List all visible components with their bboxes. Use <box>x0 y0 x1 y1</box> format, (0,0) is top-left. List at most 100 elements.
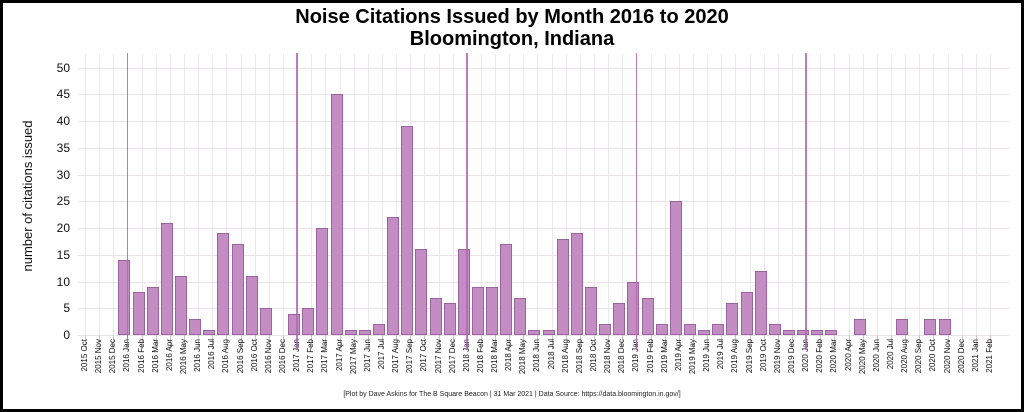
gridline-v <box>975 54 977 335</box>
gridline-v <box>254 54 256 335</box>
bar <box>302 308 315 335</box>
gridline-v <box>693 54 695 335</box>
x-tick-label: 2016 Feb <box>136 339 146 373</box>
x-tick-label: 2018 Sep <box>574 339 584 374</box>
gridline-h <box>78 281 1009 283</box>
x-axis-tick <box>183 335 185 349</box>
bar <box>740 292 753 335</box>
bar <box>528 329 541 335</box>
bar <box>146 286 159 335</box>
x-tick-label: 2020 Aug <box>900 339 910 373</box>
x-tick-label: 2016 Nov <box>263 339 273 374</box>
gridline-v <box>141 54 143 335</box>
x-tick-label: 2015 Oct <box>80 339 89 372</box>
x-axis-tick <box>820 335 822 349</box>
x-tick-label: 2018 Mar <box>490 339 500 373</box>
x-axis-tick <box>792 335 793 349</box>
x-axis-tick <box>933 335 935 349</box>
x-axis-tick <box>325 335 327 349</box>
gridline-v <box>169 54 171 335</box>
y-tick-label: 30 <box>56 167 70 182</box>
gridline-h <box>78 254 1009 256</box>
gridline-v <box>749 54 751 335</box>
x-tick-label: 2017 Sep <box>405 339 415 374</box>
gridline-h <box>78 121 1009 122</box>
x-tick-label: 2020 Feb <box>815 339 825 373</box>
x-axis-tick <box>240 335 242 349</box>
bar <box>599 324 612 335</box>
x-axis-tick <box>85 335 86 349</box>
x-tick-label: 2018 Oct <box>589 339 599 372</box>
x-axis-tick <box>919 335 921 349</box>
x-tick-label: 2019 Nov <box>772 339 782 374</box>
x-tick-label: 2016 Dec <box>277 339 287 374</box>
bar <box>401 126 414 335</box>
bar <box>132 292 145 335</box>
x-tick-label: 2017 Feb <box>306 339 316 373</box>
x-tick-label: 2016 Oct <box>249 339 259 372</box>
x-tick-label: 2017 May <box>348 339 358 375</box>
x-axis-tick <box>947 335 949 349</box>
gridline-v <box>509 54 511 335</box>
gridline-v <box>438 54 440 335</box>
gridline-v <box>777 54 779 335</box>
bar <box>443 302 456 335</box>
year-reference-line <box>466 53 468 350</box>
x-tick-label: 2017 Apr <box>334 339 344 372</box>
bar <box>217 233 230 335</box>
y-tick-label: 50 <box>56 60 70 75</box>
x-axis-tick <box>975 335 977 349</box>
x-axis-tick <box>594 335 596 349</box>
bar <box>514 297 527 335</box>
x-tick-label: 2016 Aug <box>221 339 231 373</box>
bar <box>330 94 343 335</box>
x-axis-tick <box>141 335 143 349</box>
y-axis-label: number of citations issued <box>20 120 35 272</box>
x-axis-tick <box>664 335 666 349</box>
year-reference-line <box>126 53 129 350</box>
x-tick-label: 2018 Dec <box>617 339 627 374</box>
gridline-h <box>78 308 1009 310</box>
bar <box>627 281 640 335</box>
bar <box>853 318 866 335</box>
gridline-h <box>78 94 1009 96</box>
x-tick-label: 2019 Feb <box>645 339 655 373</box>
bar <box>768 324 781 335</box>
x-axis-tick <box>876 335 878 349</box>
gridline-v <box>650 54 652 335</box>
year-reference-line <box>296 53 298 350</box>
x-tick-label: 2016 Sep <box>235 339 245 374</box>
x-axis-tick <box>777 335 779 349</box>
x-axis-tick <box>268 335 270 349</box>
bar <box>698 329 711 335</box>
bar <box>118 260 131 335</box>
gridline-v <box>834 54 836 335</box>
x-tick-label: 2021 Feb <box>984 339 994 373</box>
x-axis-tick <box>890 335 892 349</box>
x-axis-tick <box>410 335 412 349</box>
gridline-v <box>99 54 101 335</box>
x-tick-label: 2018 Feb <box>475 339 485 373</box>
x-axis-tick <box>495 335 497 349</box>
bar <box>712 324 725 335</box>
bar <box>471 286 484 335</box>
gridline-v <box>268 54 270 335</box>
bar <box>811 329 824 335</box>
gridline-v <box>424 54 426 335</box>
bar <box>174 276 187 335</box>
x-tick-label: 2016 May <box>178 339 188 375</box>
x-tick-label: 2017 Jun <box>362 339 372 372</box>
gridline-v <box>113 54 115 335</box>
bar <box>938 318 951 335</box>
gridline-v <box>622 54 624 335</box>
gridline-v <box>947 54 949 335</box>
gridline-v <box>763 54 765 335</box>
bar <box>641 297 654 335</box>
bar <box>415 249 428 335</box>
gridline-v <box>905 54 907 335</box>
x-tick-label: 2018 Jun <box>532 339 542 372</box>
x-tick-label: 2019 Sep <box>744 339 754 374</box>
x-axis-tick <box>438 335 440 349</box>
gridline-v <box>594 54 596 335</box>
x-axis-tick <box>480 335 482 349</box>
